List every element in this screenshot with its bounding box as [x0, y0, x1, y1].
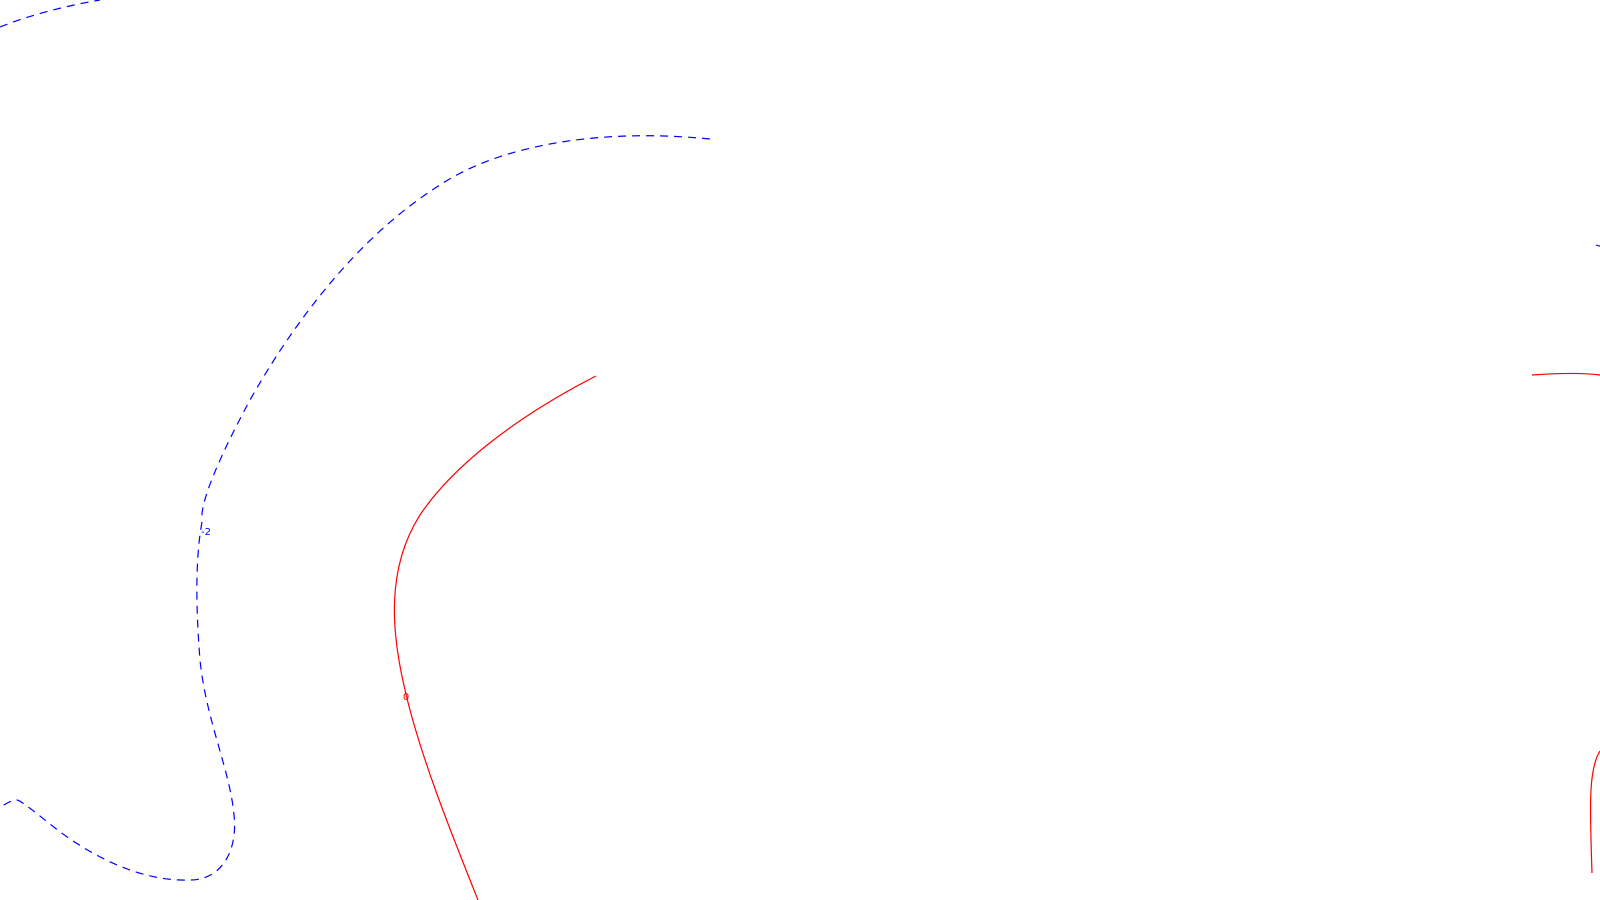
- contour-right-top-solid: [1531, 372, 1600, 376]
- contour-labels: -2 0: [201, 527, 409, 703]
- contour-left-arc-dashed: [201, 135, 711, 521]
- inline-label-center-solid: 0: [403, 692, 409, 703]
- contour-right-bottom-solid: [1589, 750, 1600, 874]
- contour-center-solid: [393, 375, 597, 900]
- inline-label-left-dashed: -2: [201, 527, 211, 538]
- contour-bottom-left-dashed: [0, 521, 236, 881]
